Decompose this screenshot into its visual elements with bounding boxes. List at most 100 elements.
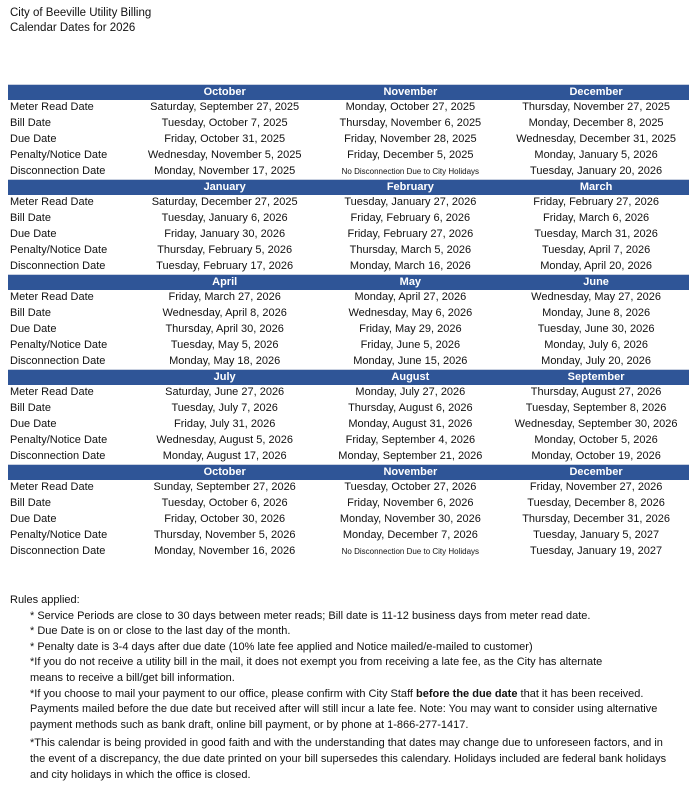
date-cell: Saturday, June 27, 2026 [165,386,285,399]
date-cell: Wednesday, May 27, 2026 [531,291,662,304]
rule-5-line-2: Payments mailed before the due date but … [30,703,658,716]
month-header: August [317,368,504,385]
rule-1: * Service Periods are close to 30 days b… [30,609,591,622]
rule-2: * Due Date is on or close to the last da… [30,625,291,638]
table-row: Due Date Thursday, April 30, 2026 Friday, … [8,322,689,338]
row-label: Meter Read Date [10,291,94,304]
date-cell: Monday, November 17, 2025 [154,164,296,177]
row-label: Due Date [10,512,57,525]
table-row: Penalty/Notice Date Wednesday, August 5, … [8,432,689,448]
date-cell: Friday, November 6, 2026 [347,497,474,510]
month-header: December [503,84,689,100]
date-cell: Tuesday, October 6, 2026 [161,497,288,510]
row-label: Bill Date [10,117,51,130]
date-cell: Monday, October 5, 2026 [534,433,658,446]
table-row: Meter Read Date Saturday, September 27, 2… [8,100,689,116]
month-header: December [503,463,689,480]
date-cell: Monday, March 16, 2026 [349,259,471,272]
date-cell: Tuesday, June 30, 2026 [537,322,655,335]
date-cell: Tuesday, January 6, 2026 [161,212,288,225]
date-cell: Tuesday, January 5, 2027 [533,528,660,541]
rule-4: *If you do not receive a utility bill in… [30,655,666,686]
date-cell: Friday, June 5, 2026 [360,338,461,351]
row-label: Bill Date [10,497,51,510]
month-header: November [317,84,504,100]
table-row: Meter Read Date Saturday, December 27, 20… [8,195,689,211]
table-row: Bill Date Tuesday, January 6, 2026 Friday,… [8,211,689,227]
date-cell: Monday, July 20, 2026 [541,354,652,367]
table-row: Bill Date Tuesday, October 7, 2025 Thursda… [8,116,689,132]
table-row: Bill Date Tuesday, October 6, 2026 Friday,… [8,496,689,512]
date-cell: Tuesday, September 8, 2026 [525,402,667,415]
date-cell: Thursday, April 30, 2026 [165,322,284,335]
date-cell: Tuesday, March 31, 2026 [534,227,658,240]
row-label: Due Date [10,227,57,240]
date-cell: Monday, October 19, 2026 [531,449,661,462]
date-cell: Thursday, March 5, 2026 [349,243,472,256]
date-cell: Friday, November 27, 2026 [529,481,663,494]
row-label: Disconnection Date [10,544,106,557]
row-label: Due Date [10,417,57,430]
row-label: Disconnection Date [10,354,106,367]
date-cell: Wednesday, August 5, 2026 [156,433,293,446]
date-cell: Wednesday, December 31, 2025 [516,132,676,145]
date-cell: Monday, January 5, 2026 [534,148,658,161]
document-title: City of Beeville Utility Billing Calenda… [10,6,151,36]
row-label: Due Date [10,132,57,145]
date-cell: Tuesday, July 7, 2026 [171,402,278,415]
date-cell: Tuesday, October 7, 2025 [161,117,288,130]
row-label: Meter Read Date [10,196,94,209]
date-cell: Thursday, December 31, 2026 [522,512,670,525]
date-cell: Friday, October 31, 2025 [164,132,286,145]
month-header: February [317,179,504,195]
date-cell: Monday, June 15, 2026 [353,354,468,367]
month-header: October [131,84,318,100]
row-label: Bill Date [10,402,51,415]
table-row: Due Date Friday, October 31, 2025 Friday, … [8,132,689,148]
rule-4-line-2: means to receive a bill/get bill informa… [30,671,235,684]
month-header: May [317,273,504,290]
month-header: March [503,179,689,195]
table-row: Disconnection Date Tuesday, February 17, … [8,258,689,274]
rule-5-line-3: payment methods such as bank draft, onli… [30,718,469,731]
month-header-row: October November December [8,463,689,480]
date-cell: Thursday, November 6, 2025 [339,117,482,130]
date-cell: Tuesday, January 27, 2026 [344,196,477,209]
month-header: November [317,463,504,480]
date-cell: Monday, April 27, 2026 [354,291,467,304]
table-row: Meter Read Date Friday, March 27, 2026 Mon… [8,290,689,306]
date-cell: Saturday, December 27, 2025 [151,196,298,209]
date-cell: Monday, August 31, 2026 [348,417,473,430]
rules-section: Rules applied: * Service Periods are clo… [10,593,666,783]
date-cell: Thursday, February 5, 2026 [157,243,293,256]
rule-4-line-1: *If you do not receive a utility bill in… [30,656,603,669]
rule-5-line-1: *If you choose to mail your payment to o… [30,687,666,703]
month-header: July [131,368,318,385]
table-row: Penalty/Notice Date Thursday, February 5,… [8,242,689,258]
month-header: September [503,368,689,385]
date-cell: Monday, July 6, 2026 [544,338,648,351]
date-cell: Wednesday, September 30, 2026 [514,417,678,430]
rule-5: *If you choose to mail your payment to o… [30,687,666,734]
date-cell: Wednesday, May 6, 2026 [348,307,473,320]
table-row: Bill Date Wednesday, April 8, 2026 Wednesd… [8,306,689,322]
rule-5-bold: before the due date [416,687,518,700]
date-cell: Monday, April 20, 2026 [540,259,652,272]
date-cell: Tuesday, December 8, 2026 [527,497,665,510]
date-cell: Monday, December 7, 2026 [342,528,478,541]
date-cell: Friday, September 4, 2026 [345,433,476,446]
date-cell: Thursday, August 27, 2026 [530,386,662,399]
date-cell: Monday, November 30, 2026 [339,512,481,525]
rule-6-line-1: *This calendar is being provided in good… [30,737,663,750]
date-cell: Sunday, September 27, 2026 [153,481,296,494]
table-row: Due Date Friday, January 30, 2026 Friday, … [8,227,689,243]
date-cell: Friday, March 27, 2026 [168,291,281,304]
table-row: Disconnection Date Monday, November 17, 2… [8,163,689,179]
date-cell: Tuesday, October 27, 2026 [344,481,477,494]
row-label: Penalty/Notice Date [10,148,108,161]
month-header-row: January February March [8,179,689,195]
date-cell: Monday, May 18, 2026 [169,354,281,367]
month-header-row: April May June [8,273,689,290]
date-cell: Monday, October 27, 2025 [345,101,476,114]
table-row: Meter Read Date Saturday, June 27, 2026 Mo… [8,385,689,401]
